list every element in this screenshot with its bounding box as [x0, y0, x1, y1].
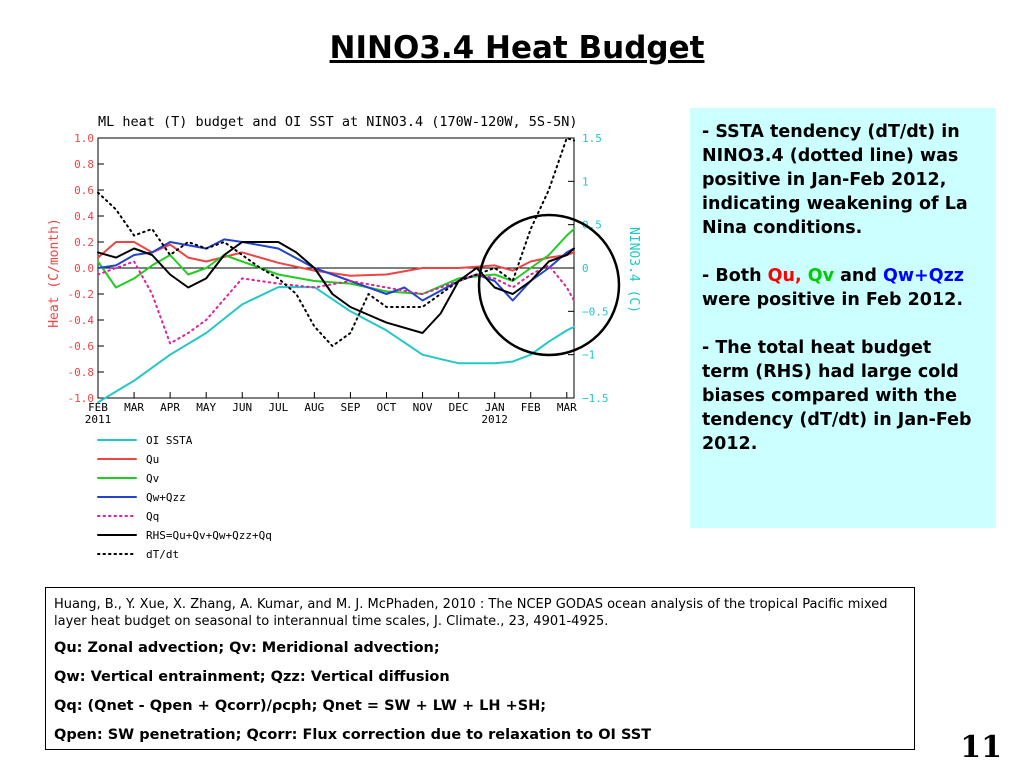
highlight-circle: [477, 213, 621, 357]
bullet-dash: -: [702, 338, 710, 358]
qu-term: Qu,: [767, 266, 802, 286]
info-text-2-mid: and: [834, 266, 883, 286]
x-tick-label: SEP: [340, 401, 360, 414]
bullet-dash: -: [702, 266, 710, 286]
qv-term: Qv: [807, 266, 835, 286]
x-year-label: 2011: [85, 413, 112, 426]
right-axis: 1.5 1 0.5 0 −0.5 −1 −1.5: [568, 132, 609, 405]
left-tick-label: -0.4: [68, 314, 95, 327]
x-tick-label: NOV: [413, 401, 433, 414]
info-text-2-prefix: Both: [715, 266, 768, 286]
page-number: 11: [960, 730, 1002, 765]
info-text-3: The total heat budget term (RHS) had lar…: [702, 338, 972, 454]
citation: Huang, B., Y. Xue, X. Zhang, A. Kumar, a…: [54, 597, 888, 629]
legend-label: Qv: [146, 472, 160, 485]
x-tick-label: DEC: [449, 401, 469, 414]
right-axis-label: NINO3.4 (C): [626, 227, 641, 313]
left-tick-label: 0.2: [74, 236, 94, 249]
legend-label: Qu: [146, 453, 159, 466]
definition-2: Qw: Vertical entrainment; Qzz: Vertical …: [54, 669, 450, 685]
left-tick-label: -1.0: [68, 392, 95, 405]
x-tick-label: JAN: [485, 401, 505, 414]
info-paragraph-2: - Both Qu, Qv and Qw+Qzz were positive i…: [702, 264, 984, 312]
info-box: - SSTA tendency (dT/dt) in NINO3.4 (dott…: [690, 108, 996, 528]
bullet-dash: -: [702, 122, 710, 142]
x-tick-label: MAR: [124, 401, 144, 414]
left-axis: 1.0 0.8 0.6 0.4 0.2 0.0 -0.2 -0.4 -0.6 -0.8 -1.0: [68, 132, 104, 405]
x-tick-label: JUL: [268, 401, 288, 414]
left-tick-label: 0.0: [74, 262, 94, 275]
legend-label: Qw+Qzz: [146, 491, 186, 504]
info-paragraph-3: - The total heat budget term (RHS) had l…: [702, 336, 984, 456]
left-tick-label: 1.0: [74, 132, 94, 145]
right-tick-label: 1: [582, 175, 589, 188]
x-tick-label: APR: [160, 401, 180, 414]
x-year-label: 2012: [481, 413, 508, 426]
right-tick-label: −1: [582, 349, 595, 362]
right-tick-label: −0.5: [582, 305, 609, 318]
x-tick-label: MAR: [557, 401, 577, 414]
right-tick-label: −1.5: [582, 392, 609, 405]
legend-label: OI SSTA: [146, 434, 193, 447]
series-line-rhs-qu-qv-qw-qzz-qq: [97, 241, 575, 334]
heat-budget-chart: ML heat (T) budget and OI SST at NINO3.4…: [47, 114, 641, 561]
series-line-oi-ssta: [97, 286, 575, 404]
left-tick-label: -0.6: [68, 340, 95, 353]
x-tick-label: FEB: [521, 401, 541, 414]
series-layer: [97, 137, 575, 404]
definition-1: Qu: Zonal advection; Qv: Meridional adve…: [54, 640, 440, 656]
chart-title: ML heat (T) budget and OI SST at NINO3.4…: [98, 114, 578, 130]
legend-label: dT/dt: [146, 548, 179, 561]
info-paragraph-1: - SSTA tendency (dT/dt) in NINO3.4 (dott…: [702, 120, 984, 240]
x-tick-label: MAY: [196, 401, 216, 414]
x-tick-label: OCT: [377, 401, 397, 414]
info-text-1: SSTA tendency (dT/dt) in NINO3.4 (dotted…: [702, 122, 968, 238]
right-tick-label: 1.5: [582, 132, 602, 145]
series-line-qq: [97, 260, 575, 345]
x-tick-label: FEB: [88, 401, 108, 414]
definition-4: Qpen: SW penetration; Qcorr: Flux correc…: [54, 727, 652, 743]
info-text-2-suffix: were positive in Feb 2012.: [702, 290, 963, 310]
left-tick-label: -0.2: [68, 288, 95, 301]
left-axis-label: Heat (C/month): [47, 218, 62, 328]
legend-label: Qq: [146, 510, 159, 523]
left-tick-label: -0.8: [68, 366, 95, 379]
legend: OI SSTA Qu Qv Qw+Qzz Qq RHS=Qu+Qv+Qw+Qzz+Qq dT…: [97, 434, 272, 561]
x-tick-label: AUG: [304, 401, 324, 414]
series-line-dt-dt: [97, 137, 575, 347]
series-line-qu: [97, 241, 575, 277]
definition-3: Qq: (Qnet - Qpen + Qcorr)/ρcph; Qnet = S…: [54, 698, 547, 714]
series-line-qw-qzz: [97, 238, 575, 302]
qwqzz-term: Qw+Qzz: [883, 266, 964, 286]
legend-label: RHS=Qu+Qv+Qw+Qzz+Qq: [146, 529, 272, 542]
left-tick-label: 0.8: [74, 158, 94, 171]
x-tick-label: JUN: [232, 401, 252, 414]
right-tick-label: 0: [582, 262, 589, 275]
reference-box: Huang, B., Y. Xue, X. Zhang, A. Kumar, a…: [45, 587, 915, 750]
right-tick-label: 0.5: [582, 219, 602, 232]
left-tick-label: 0.4: [74, 210, 94, 223]
x-axis: FEB MAR APR MAY JUN JUL AUG SEP OCT NOV DEC JAN FEB M…: [85, 392, 577, 426]
left-tick-label: 0.6: [74, 184, 94, 197]
slide-title: NINO3.4 Heat Budget: [329, 30, 705, 66]
